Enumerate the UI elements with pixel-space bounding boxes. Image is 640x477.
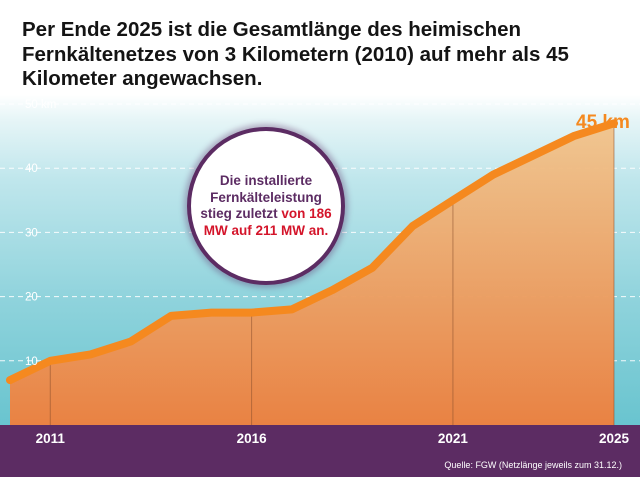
callout-text-main: Die installierte Fernkälteleistung stieg… <box>200 173 322 221</box>
y-tick-label: 30 <box>25 227 38 239</box>
y-tick-label: 10 <box>25 356 38 368</box>
y-tick-label: 20 <box>25 292 38 304</box>
x-tick-label: 2016 <box>237 431 268 446</box>
area-fill <box>10 123 614 426</box>
callout-text: Die installierte Fernkälteleistung stieg… <box>196 173 336 239</box>
series-line <box>6 119 618 385</box>
chart-title: Per Ende 2025 ist die Gesamtlänge des he… <box>22 18 569 90</box>
x-tick-label: 2021 <box>438 431 469 446</box>
x-tick-label: 2025 <box>599 431 630 446</box>
end-value-label: 45 km <box>576 112 630 133</box>
x-axis-band <box>0 425 640 477</box>
y-tick-label: 40 <box>25 163 38 175</box>
callout-circle: Die installierte Fernkälteleistung stieg… <box>187 127 345 285</box>
callout-text-highlight: von 186 MW auf 211 MW an. <box>203 206 332 238</box>
y-tick-label: 50 km <box>25 99 56 111</box>
source-note: Quelle: FGW (Netzlänge jeweils zum 31.12… <box>444 460 622 470</box>
x-tick-label: 2011 <box>36 431 66 446</box>
